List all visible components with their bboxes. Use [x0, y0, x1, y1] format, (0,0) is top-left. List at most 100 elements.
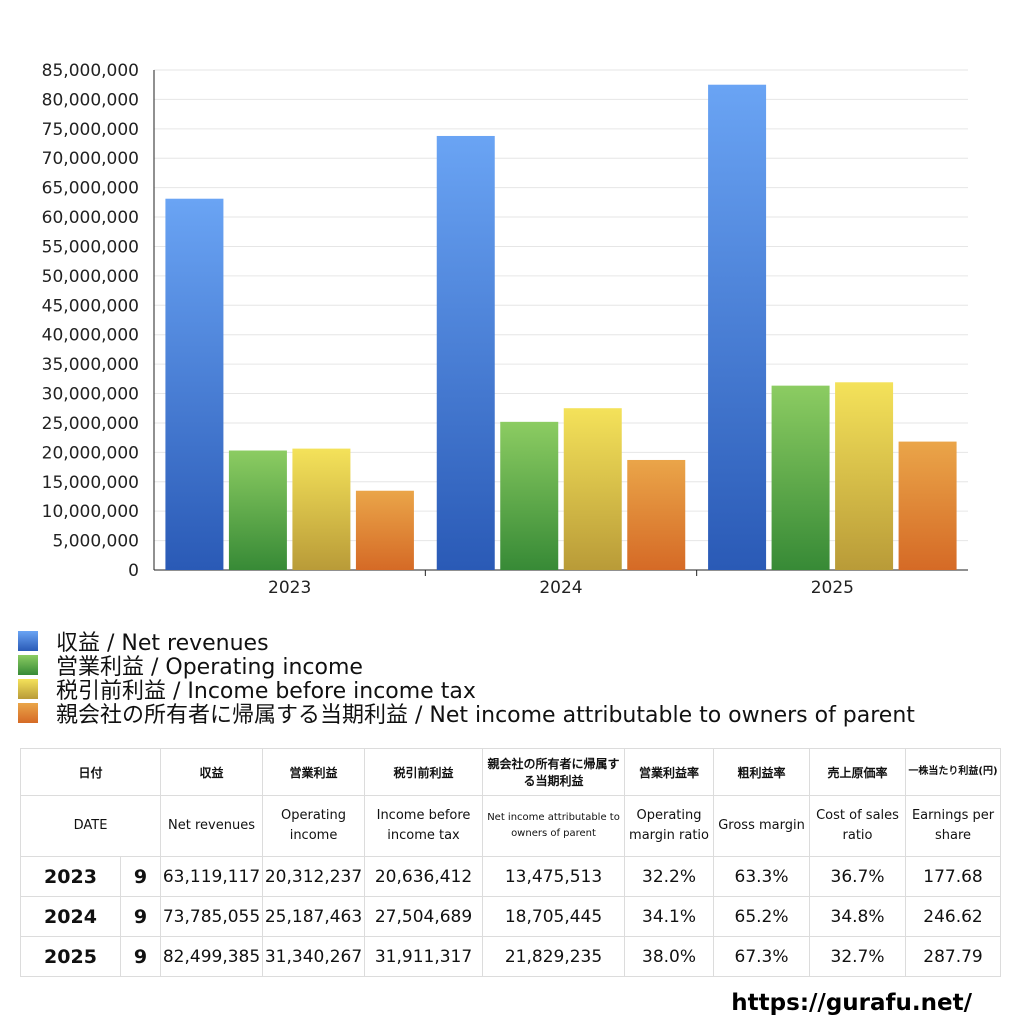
table-row: 2024 9 73,785,055 25,187,463 27,504,689 …	[20, 896, 1002, 937]
header-cost-ratio-jp: 売上原価率	[809, 748, 907, 796]
cell-revenues: 63,119,117	[160, 856, 264, 897]
y-tick-label: 30,000,000	[42, 385, 139, 405]
cell-cost-ratio: 34.8%	[809, 896, 907, 937]
cell-cost-ratio: 36.7%	[809, 856, 907, 897]
cell-eps: 177.68	[905, 856, 1002, 897]
cell-year: 2025	[20, 936, 121, 977]
y-tick-label: 10,000,000	[42, 502, 139, 522]
y-tick-label: 20,000,000	[42, 443, 139, 463]
bar	[835, 382, 894, 570]
table-header-en: DATE Net revenues Operating income Incom…	[19, 795, 1002, 857]
cell-operating: 31,340,267	[262, 936, 366, 977]
bar	[436, 135, 495, 570]
header-date-jp: 日付	[19, 748, 162, 796]
source-url: https://gurafu.net/	[731, 990, 972, 1016]
bar	[165, 198, 224, 571]
y-tick-label: 45,000,000	[42, 296, 139, 316]
cell-net: 18,705,445	[482, 896, 626, 937]
cell-op-margin: 38.0%	[624, 936, 715, 977]
cell-pretax: 27,504,689	[364, 896, 484, 937]
cell-gross: 63.3%	[713, 856, 811, 897]
cell-net: 21,829,235	[482, 936, 626, 977]
header-revenues-en: Net revenues	[160, 795, 264, 857]
cell-operating: 25,187,463	[262, 896, 366, 937]
header-pretax-jp: 税引前利益	[364, 748, 484, 796]
header-pretax-en: Income before income tax	[364, 795, 484, 857]
table-header-jp: 日付 収益 営業利益 税引前利益 親会社の所有者に帰属する当期利益 営業利益率 …	[19, 748, 1002, 796]
cell-pretax: 31,911,317	[364, 936, 484, 977]
cell-gross: 65.2%	[713, 896, 811, 937]
cell-pretax: 20,636,412	[364, 856, 484, 897]
legend-label: 親会社の所有者に帰属する当期利益 / Net income attributab…	[56, 703, 915, 728]
bar	[627, 459, 686, 570]
y-tick-label: 40,000,000	[42, 326, 139, 346]
cell-month: 9	[119, 896, 162, 937]
bar	[898, 441, 957, 570]
cell-gross: 67.3%	[713, 936, 811, 977]
bar	[228, 450, 287, 570]
header-gross-en: Gross margin	[713, 795, 811, 857]
cell-op-margin: 32.2%	[624, 856, 715, 897]
header-eps-en: Earnings per share	[905, 795, 1002, 857]
bar	[708, 84, 767, 570]
bar	[771, 385, 830, 570]
y-tick-label: 85,000,000	[42, 61, 139, 81]
header-cost-ratio-en: Cost of sales ratio	[809, 795, 907, 857]
header-operating-jp: 営業利益	[262, 748, 366, 796]
y-tick-label: 55,000,000	[42, 237, 139, 257]
legend-item-net-income: 親会社の所有者に帰属する当期利益 / Net income attributab…	[18, 701, 915, 728]
cell-month: 9	[119, 936, 162, 977]
y-tick-label: 80,000,000	[42, 90, 139, 110]
cell-net: 13,475,513	[482, 856, 626, 897]
cell-month: 9	[119, 856, 162, 897]
header-op-margin-jp: 営業利益率	[624, 748, 715, 796]
cell-cost-ratio: 32.7%	[809, 936, 907, 977]
legend-label: 税引前利益 / Income before income tax	[56, 679, 476, 704]
cell-revenues: 73,785,055	[160, 896, 264, 937]
legend-swatch	[18, 679, 38, 699]
x-tick-label: 2024	[539, 578, 582, 598]
y-tick-label: 50,000,000	[42, 267, 139, 287]
legend-label: 営業利益 / Operating income	[56, 655, 363, 680]
y-tick-label: 15,000,000	[42, 473, 139, 493]
bar	[292, 448, 351, 570]
y-tick-label: 70,000,000	[42, 149, 139, 169]
y-tick-label: 5,000,000	[52, 532, 139, 552]
table-row: 2023 9 63,119,117 20,312,237 20,636,412 …	[20, 856, 1002, 897]
y-tick-label: 60,000,000	[42, 208, 139, 228]
legend-item-net-revenues: 収益 / Net revenues	[18, 629, 915, 656]
header-operating-en: Operating income	[262, 795, 366, 857]
cell-year: 2023	[20, 856, 121, 897]
cell-eps: 246.62	[905, 896, 1002, 937]
header-gross-jp: 粗利益率	[713, 748, 811, 796]
header-op-margin-en: Operating margin ratio	[624, 795, 715, 857]
bar	[500, 421, 559, 570]
x-tick-label: 2023	[268, 578, 311, 598]
cell-op-margin: 34.1%	[624, 896, 715, 937]
header-net-jp: 親会社の所有者に帰属する当期利益	[482, 748, 626, 796]
financial-data-table: 日付 収益 営業利益 税引前利益 親会社の所有者に帰属する当期利益 営業利益率 …	[19, 748, 1002, 977]
y-tick-label: 65,000,000	[42, 179, 139, 199]
x-tick-label: 2025	[811, 578, 854, 598]
table-row: 2025 9 82,499,385 31,340,267 31,911,317 …	[20, 936, 1002, 977]
cell-year: 2024	[20, 896, 121, 937]
legend-item-income-before-tax: 税引前利益 / Income before income tax	[18, 677, 915, 704]
legend-swatch	[18, 703, 38, 723]
cell-eps: 287.79	[905, 936, 1002, 977]
header-date-en: DATE	[19, 795, 162, 857]
y-tick-label: 0	[128, 561, 139, 581]
legend-label: 収益 / Net revenues	[56, 631, 269, 656]
chart-legend: 収益 / Net revenues 営業利益 / Operating incom…	[18, 629, 915, 728]
header-net-en: Net income attributable to owners of par…	[482, 795, 626, 857]
y-tick-label: 25,000,000	[42, 414, 139, 434]
y-tick-label: 35,000,000	[42, 355, 139, 375]
bar	[355, 490, 414, 570]
cell-operating: 20,312,237	[262, 856, 366, 897]
header-revenues-jp: 収益	[160, 748, 264, 796]
bar	[563, 408, 622, 570]
legend-item-operating-income: 営業利益 / Operating income	[18, 653, 915, 680]
legend-swatch	[18, 655, 38, 675]
header-eps-jp: 一株当たり利益(円)	[905, 748, 1002, 796]
cell-revenues: 82,499,385	[160, 936, 264, 977]
y-tick-label: 75,000,000	[42, 120, 139, 140]
